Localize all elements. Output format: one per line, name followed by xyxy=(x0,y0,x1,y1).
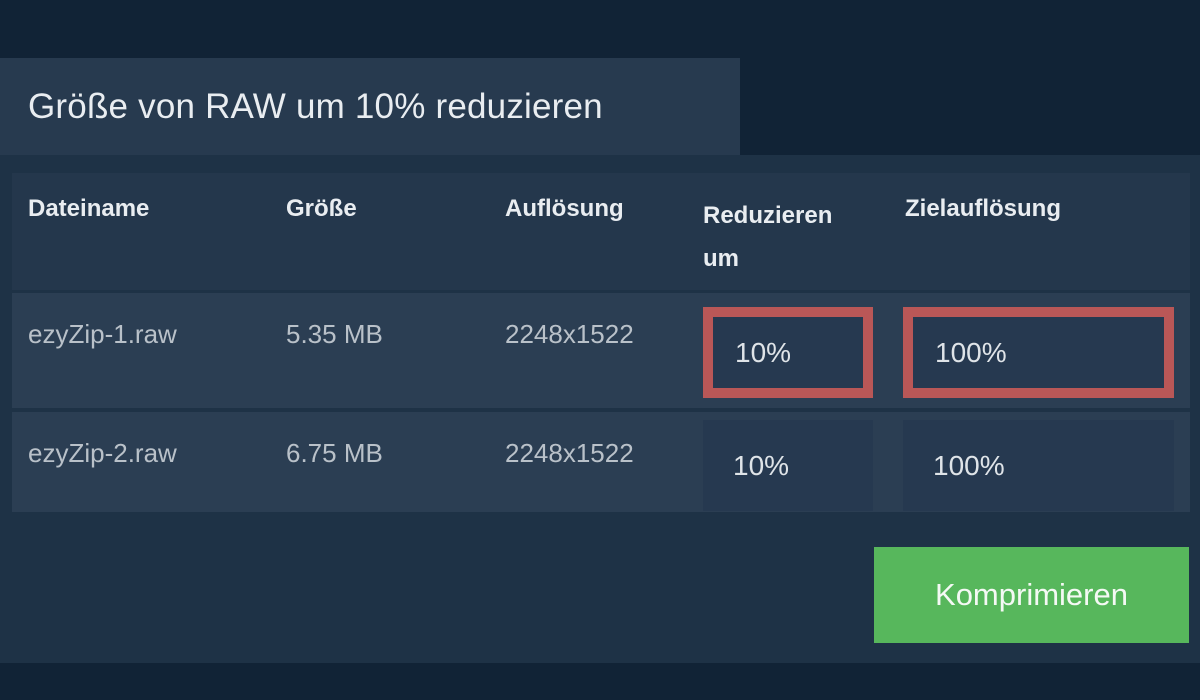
table-row: ezyZip-2.raw 6.75 MB 2248x1522 10% 100% xyxy=(12,412,1190,512)
reduce-by-input[interactable]: 10% xyxy=(703,420,873,511)
resolution-cell: 2248x1522 xyxy=(505,438,634,468)
filename-cell: ezyZip-1.raw xyxy=(28,319,177,349)
column-header-target-resolution: Zielauflösung xyxy=(905,195,1061,222)
content-area: Dateiname Größe Auflösung Reduzieren um … xyxy=(0,155,1200,663)
table-row: ezyZip-1.raw 5.35 MB 2248x1522 10% 100% xyxy=(12,293,1190,408)
reduce-by-value: 10% xyxy=(733,449,790,481)
table-header-row: Dateiname Größe Auflösung Reduzieren um … xyxy=(12,173,1190,290)
filename-cell: ezyZip-2.raw xyxy=(28,438,177,468)
column-header-reduce-by: Reduzieren um xyxy=(703,202,833,272)
page-title: Größe von RAW um 10% reduzieren xyxy=(28,87,603,126)
resolution-cell: 2248x1522 xyxy=(505,319,634,349)
target-resolution-input[interactable]: 100% xyxy=(903,307,1174,398)
size-cell: 6.75 MB xyxy=(286,438,383,468)
column-header-resolution: Auflösung xyxy=(505,195,624,222)
reduce-by-input[interactable]: 10% xyxy=(703,307,873,398)
page-title-panel: Größe von RAW um 10% reduzieren xyxy=(0,58,740,155)
target-resolution-input[interactable]: 100% xyxy=(903,420,1174,511)
size-cell: 5.35 MB xyxy=(286,319,383,349)
compress-button[interactable]: Komprimieren xyxy=(874,547,1189,643)
column-header-filename: Dateiname xyxy=(28,195,150,222)
target-resolution-value: 100% xyxy=(935,336,1007,368)
column-header-size: Größe xyxy=(286,195,357,222)
file-table: Dateiname Größe Auflösung Reduzieren um … xyxy=(12,173,1190,516)
target-resolution-value: 100% xyxy=(933,449,1005,481)
reduce-by-value: 10% xyxy=(735,336,792,368)
